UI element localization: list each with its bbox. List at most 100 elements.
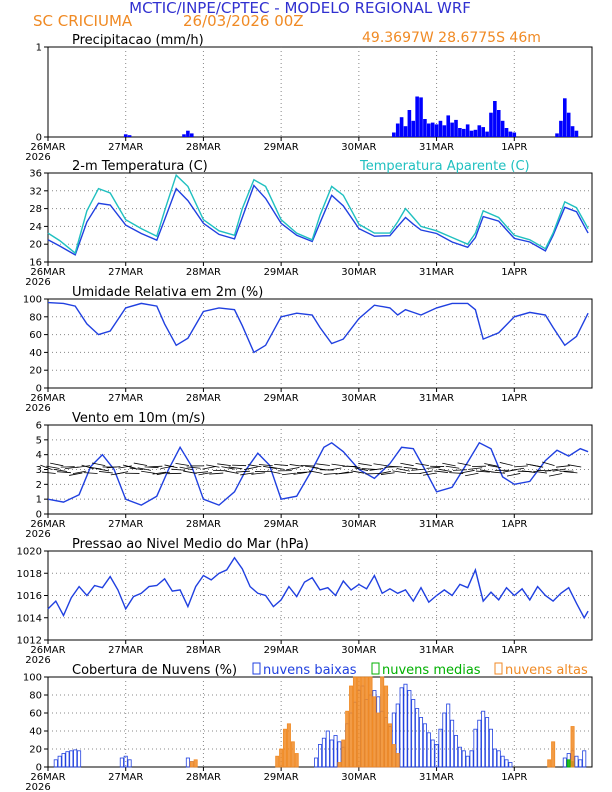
x-tick-label: 28MAR [186, 393, 221, 404]
y-tick-label: 5 [36, 435, 42, 446]
cloud-bar-nuvens-baixas [77, 750, 82, 768]
wind-barb [411, 468, 426, 471]
legend-nuvens-medias: nuvens medias [382, 663, 481, 678]
wind-barb [137, 467, 151, 471]
panel-title: 2-m Temperatura (C) [72, 159, 208, 174]
cloud-bar-nuvens-altas [290, 741, 295, 768]
precip-bar [477, 125, 482, 137]
cloud-bar-nuvens-altas [391, 744, 396, 768]
y-tick-label: 40 [29, 348, 42, 359]
y-tick-label: 32 [29, 186, 42, 197]
wind-barb [354, 467, 369, 471]
wind-barb [281, 472, 296, 476]
precip-bar [446, 115, 451, 137]
wind-barb [438, 468, 452, 473]
x-tick-label: 30MAR [341, 393, 376, 404]
cloud-bar-nuvens-baixas [127, 759, 132, 768]
cloud-bar-nuvens-baixas [562, 757, 567, 768]
x-tick-label: 28MAR [186, 519, 221, 530]
cloud-bar-nuvens-altas [286, 723, 291, 768]
y-tick-label: 60 [29, 330, 42, 341]
wind-barb [442, 462, 456, 467]
cloud-bar-nuvens-altas [384, 685, 389, 768]
cloud-bar-nuvens-baixas [508, 762, 513, 768]
wind-barb [358, 463, 372, 466]
wind-barb [274, 463, 289, 466]
precip-bar [415, 96, 419, 137]
cloud-bar-nuvens-altas [275, 755, 280, 768]
x-tick-label: 30MAR [341, 772, 376, 783]
wind-barb [221, 466, 235, 470]
wind-barb [423, 472, 437, 476]
wind-barb [465, 472, 479, 477]
panel-title: Vento em 10m (m/s) [72, 411, 205, 426]
cloud-bar-nuvens-baixas [333, 735, 338, 768]
x-tick-label: 26MAR [30, 393, 65, 404]
wind-barb [270, 466, 285, 470]
cloud-bar-nuvens-baixas [403, 683, 408, 768]
wind-barb [202, 466, 216, 470]
wind-barb [289, 464, 304, 467]
x-year-label: 2026 [25, 152, 50, 163]
x-tick-label: 29MAR [264, 393, 299, 404]
cloud-bar-nuvens-baixas [73, 749, 78, 768]
x-tick-label: 26MAR [30, 519, 65, 530]
y-tick-label: 3 [36, 465, 42, 476]
cloud-bar-nuvens-altas [551, 741, 556, 768]
precip-bar [423, 119, 427, 137]
legend-swatch [494, 662, 503, 675]
wind-barb [499, 462, 513, 466]
wind-barb [240, 472, 254, 476]
wind-barb [461, 469, 475, 474]
cloud-bar-nuvens-altas [376, 712, 381, 768]
precip-bar [186, 130, 190, 137]
x-tick-label: 1APR [501, 142, 527, 153]
cloud-bar-nuvens-baixas [419, 717, 424, 768]
wind-barb [533, 470, 547, 474]
cloud-bar-nuvens-baixas [422, 723, 427, 768]
x-tick-label: 30MAR [341, 267, 376, 278]
cloud-bar-nuvens-baixas [461, 750, 466, 768]
cloud-bar-nuvens-baixas [442, 712, 447, 768]
wind-barb [198, 472, 212, 476]
precip-bar [395, 123, 400, 137]
wind-barb [468, 467, 483, 470]
precip-bar [399, 117, 404, 137]
x-tick-label: 27MAR [108, 142, 143, 153]
x-tick-label: 31MAR [419, 772, 454, 783]
precip-bar [392, 132, 396, 137]
x-tick-label: 27MAR [108, 645, 143, 656]
x-tick-label: 31MAR [419, 393, 454, 404]
cloud-bar-nuvens-baixas [314, 757, 319, 768]
wind-barb [475, 470, 490, 473]
wind-barb [114, 471, 129, 475]
wind-barb [350, 470, 365, 474]
wind-barb [507, 473, 521, 477]
panel-5: 1012 1014 1016 1018 1020 26MAR 27MAR 28MAR 29MAR… [17, 537, 593, 666]
x-tick-label: 29MAR [264, 772, 299, 783]
series-line-temperatura-aparente-c- [47, 173, 589, 255]
panel-title: Umidade Relativa em 2m (%) [72, 285, 263, 300]
precip-bar [512, 132, 517, 137]
x-tick-label: 27MAR [108, 519, 143, 530]
cloud-bar-nuvens-baixas [411, 699, 416, 768]
y-tick-label: 60 [29, 709, 42, 720]
precip-bar [123, 134, 128, 137]
wind-barb [361, 468, 376, 470]
cloud-bar-nuvens-medias [566, 759, 571, 768]
precip-bar [442, 125, 447, 137]
x-tick-label: 26MAR [30, 772, 65, 783]
panel-frame [47, 46, 593, 138]
wind-barb [171, 468, 186, 471]
cloud-bar-nuvens-altas [380, 676, 385, 768]
precip-bar [407, 110, 412, 137]
wind-barb [225, 470, 239, 474]
y-tick-label: 16 [29, 258, 42, 269]
y-tick-label: 28 [29, 204, 42, 215]
wind-barb [69, 472, 83, 476]
legend-nuvens-altas: nuvens altas [505, 663, 588, 678]
wind-barb [228, 466, 243, 470]
wind-barb [106, 466, 121, 469]
wind-barb [72, 470, 87, 475]
